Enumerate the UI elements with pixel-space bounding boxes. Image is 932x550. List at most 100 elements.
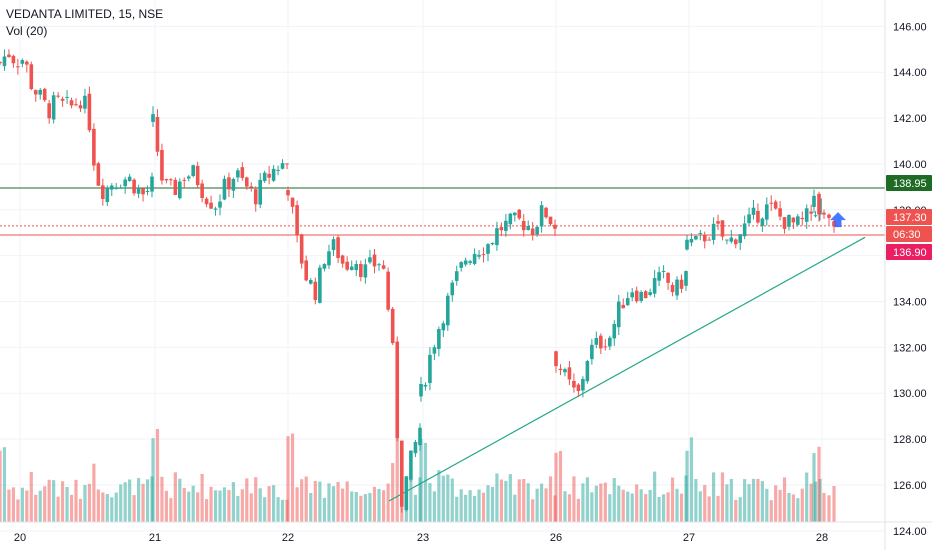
trendline[interactable] — [388, 236, 866, 502]
time-tick-label: 26 — [550, 532, 562, 544]
symbol-title[interactable]: VEDANTA LIMITED, 15, NSE — [6, 7, 164, 21]
candle-body — [729, 237, 734, 242]
volume-bar — [69, 494, 74, 522]
candle-body — [285, 163, 289, 165]
candle-body — [634, 290, 639, 302]
volume-indicator-label[interactable]: Vol (20) — [6, 24, 48, 38]
volume-bar — [670, 477, 675, 522]
candle-body — [295, 205, 299, 236]
candle-body — [572, 380, 576, 388]
candle-body — [639, 292, 643, 301]
volume-bar — [182, 487, 186, 522]
candle-body — [200, 183, 204, 198]
candle-body — [322, 264, 327, 269]
candle-body — [227, 177, 231, 190]
price-tag-label: 138.95 — [893, 178, 927, 190]
volume-bar — [782, 477, 787, 522]
candle-body — [127, 176, 132, 182]
price-tag-label: 137.30 — [893, 212, 927, 224]
price-axis[interactable]: 146.00144.00142.00140.00138.00136.00134.… — [884, 0, 927, 550]
up-arrow-shape — [830, 212, 846, 228]
candle-body — [661, 270, 666, 272]
candle-body — [354, 263, 359, 271]
volume-bar — [554, 452, 558, 522]
volume-bar — [769, 500, 773, 522]
candle-body — [114, 187, 119, 189]
candle-body — [213, 208, 218, 210]
candle-body — [630, 292, 635, 298]
candle-body — [65, 96, 69, 98]
candle-body — [698, 233, 703, 235]
up-arrow-icon[interactable] — [830, 212, 846, 228]
candle-body — [363, 264, 368, 278]
volume-bar — [56, 496, 60, 522]
volume-bar — [295, 487, 299, 522]
candle-body — [209, 202, 213, 209]
candle-body — [508, 213, 513, 225]
volume-bar — [666, 492, 670, 522]
volume-bar — [83, 485, 87, 522]
volume-bar — [345, 481, 349, 522]
candle-body — [813, 215, 818, 217]
candle-body — [7, 54, 11, 58]
candle-body — [648, 292, 652, 295]
candle-body — [670, 284, 675, 293]
candle-body — [42, 88, 47, 101]
volume-bar — [685, 450, 689, 522]
volume-bar — [11, 487, 16, 522]
candle-body — [782, 217, 787, 229]
volume-bar — [354, 491, 358, 522]
candle-body — [459, 262, 463, 268]
candle-body — [390, 308, 395, 344]
candle-body — [621, 304, 626, 309]
volume-bar — [832, 485, 836, 522]
candle-body — [812, 195, 816, 207]
volume-bar — [585, 477, 589, 522]
candle-body — [800, 217, 805, 220]
candle-body — [675, 279, 679, 296]
candle-body — [164, 179, 169, 181]
volume-bar — [725, 484, 729, 522]
candle-body — [253, 189, 258, 205]
volume-bar — [544, 488, 548, 522]
volume-bar — [743, 479, 747, 522]
candle-body — [399, 440, 404, 507]
volume-bar — [446, 474, 450, 522]
candle-body — [738, 234, 742, 243]
candle-body — [0, 62, 2, 64]
volume-bar — [350, 491, 354, 522]
candle-body — [747, 214, 751, 224]
volume-bar — [800, 488, 804, 522]
candle-body — [548, 216, 553, 225]
candle-body — [666, 272, 670, 283]
price-tag-box — [886, 226, 932, 242]
candle-body — [716, 221, 720, 224]
volume-bar — [258, 488, 262, 522]
volume-bar — [249, 493, 253, 522]
candle-body — [809, 211, 813, 214]
price-tick-label: 134.00 — [893, 297, 927, 309]
candle-body — [101, 185, 105, 199]
volume-bar — [209, 486, 213, 522]
volume-bar — [52, 480, 56, 522]
volume-bar — [626, 491, 630, 522]
volume-bar — [459, 489, 463, 522]
candle-body — [773, 201, 778, 209]
volume-bar — [621, 489, 625, 522]
candle-body — [599, 335, 603, 349]
candle-body — [240, 167, 245, 178]
candle-body — [428, 354, 432, 384]
volume-bar — [381, 490, 386, 522]
volume-bar — [0, 450, 2, 522]
volume-bar — [395, 434, 399, 522]
candle-body — [404, 476, 409, 511]
time-axis[interactable]: 20 21 22 23 26 27 28 — [0, 521, 932, 544]
candle-body — [409, 450, 413, 480]
candle-body — [331, 239, 336, 251]
volume-bar — [196, 492, 200, 522]
volume-bar — [791, 494, 795, 522]
candle-body — [796, 216, 800, 225]
volume-bar — [267, 486, 271, 522]
volume-bar — [240, 489, 244, 522]
